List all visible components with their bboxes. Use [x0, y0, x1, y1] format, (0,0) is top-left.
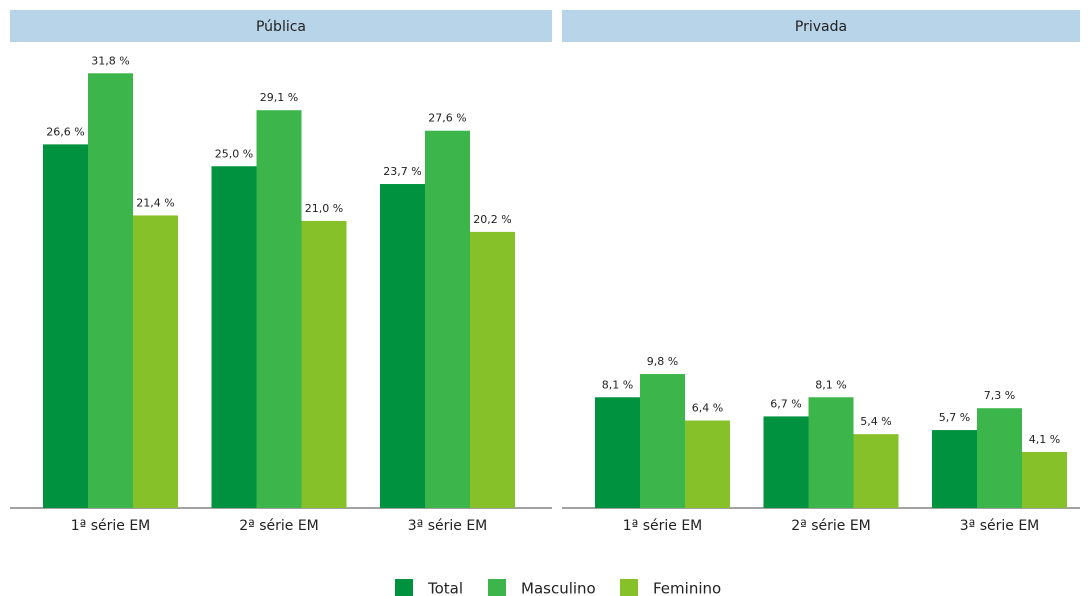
value-label: 8,1 % [815, 378, 846, 391]
value-label: 21,0 % [305, 202, 343, 215]
bar [425, 130, 470, 508]
value-label: 5,7 % [939, 411, 970, 424]
value-label: 27,6 % [428, 112, 466, 125]
bar [808, 397, 854, 508]
value-label: 20,2 % [473, 213, 511, 226]
value-label: 6,7 % [770, 397, 801, 410]
panel-header [562, 10, 1080, 42]
value-label: 8,1 % [602, 378, 633, 391]
bar [470, 231, 515, 508]
value-label: 9,8 % [647, 355, 678, 368]
panel-title: Pública [256, 19, 306, 35]
category-label: 1ª série EM [71, 518, 151, 534]
bar [853, 434, 899, 508]
legend-swatch [620, 579, 638, 596]
category-label: 3ª série EM [960, 518, 1040, 534]
bar [977, 408, 1022, 508]
bar [932, 430, 977, 508]
category-label: 2ª série EM [791, 518, 871, 534]
legend-label: Masculino [521, 580, 596, 596]
bar [301, 220, 347, 508]
value-label: 4,1 % [1029, 433, 1060, 446]
value-label: 21,4 % [136, 196, 174, 209]
value-label: 29,1 % [260, 91, 298, 104]
value-label: 23,7 % [383, 165, 421, 178]
category-label: 1ª série EM [623, 518, 703, 534]
bar [88, 73, 133, 508]
value-label: 7,3 % [984, 389, 1015, 402]
value-label: 6,4 % [692, 402, 723, 415]
panel-header [10, 10, 552, 42]
bar [43, 144, 88, 509]
category-label: 2ª série EM [239, 518, 319, 534]
bar [1022, 451, 1067, 508]
bar [595, 397, 640, 508]
bar [211, 166, 257, 508]
bar [763, 416, 809, 508]
bar [685, 420, 730, 508]
legend-label: Total [427, 580, 463, 596]
legend-swatch [488, 579, 506, 596]
value-label: 31,8 % [91, 54, 129, 67]
value-label: 26,6 % [46, 125, 84, 138]
legend-label: Feminino [653, 580, 721, 596]
category-label: 3ª série EM [408, 518, 488, 534]
bar [640, 374, 685, 508]
panel-title: Privada [795, 19, 847, 35]
value-label: 5,4 % [860, 415, 891, 428]
bar [380, 184, 425, 508]
bar [256, 110, 302, 508]
legend-swatch [395, 579, 413, 596]
value-label: 25,0 % [215, 147, 253, 160]
bar [133, 215, 178, 508]
